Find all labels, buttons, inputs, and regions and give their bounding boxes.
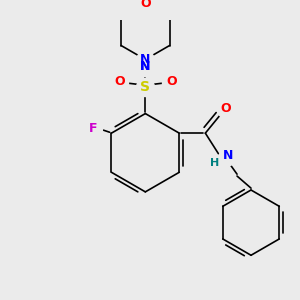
Text: S: S bbox=[140, 80, 150, 94]
Text: O: O bbox=[114, 75, 124, 88]
Text: N: N bbox=[140, 61, 151, 74]
Text: N: N bbox=[223, 149, 233, 162]
Text: O: O bbox=[220, 102, 231, 116]
Text: O: O bbox=[140, 0, 151, 10]
Text: O: O bbox=[166, 75, 177, 88]
Text: H: H bbox=[210, 158, 219, 168]
Text: F: F bbox=[88, 122, 97, 135]
Text: N: N bbox=[140, 53, 151, 66]
Text: N: N bbox=[140, 61, 151, 74]
